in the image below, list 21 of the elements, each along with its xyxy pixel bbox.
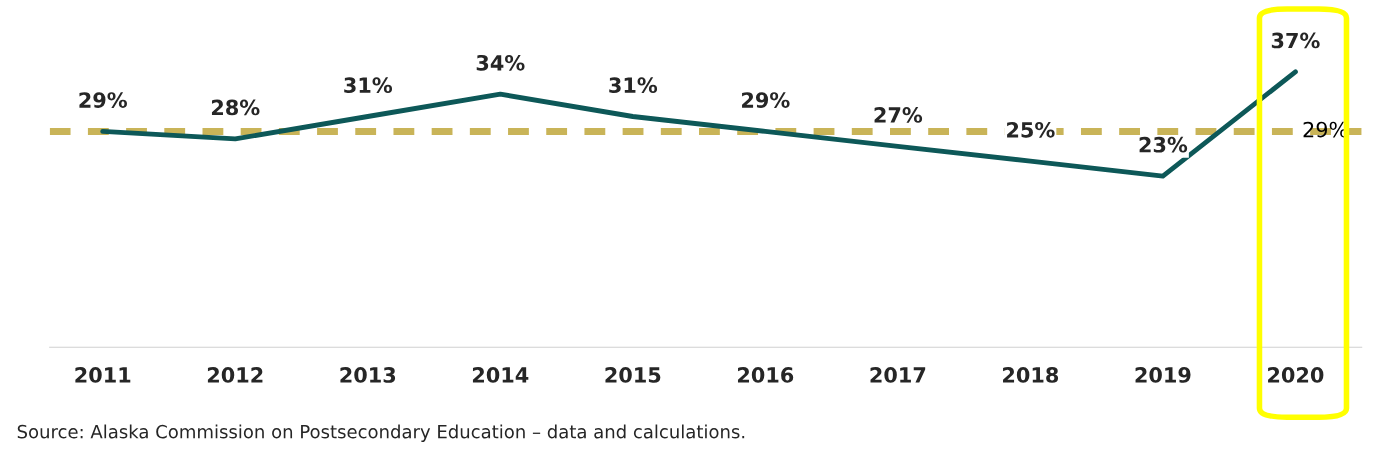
data-label: 27% [874, 107, 923, 123]
x-tick-label: 2014 [472, 367, 529, 383]
data-label: 37% [1271, 32, 1320, 49]
x-tick-label: 2016 [737, 367, 794, 383]
x-tick-label: 2018 [1003, 367, 1059, 383]
data-label: 29% [79, 92, 127, 108]
data-label: 25% [1007, 121, 1055, 138]
x-tick-label: 2015 [605, 367, 661, 383]
source-note: Source: Alaska Commission on Postsecondary Education – data and calculations. [17, 424, 745, 442]
x-tick-label: 2011 [75, 367, 131, 383]
data-label: 31% [344, 77, 393, 94]
data-label: 34% [476, 54, 525, 71]
x-tick-label: 2017 [870, 367, 926, 383]
x-tick-label: 2013 [340, 367, 396, 383]
data-label: 31% [609, 77, 658, 94]
data-label: 28% [211, 99, 260, 116]
x-tick-label: 2019 [1135, 367, 1191, 383]
x-tick-label: 2012 [207, 367, 263, 383]
data-label: 29% [742, 92, 790, 108]
x-tick-label: 2020 [1268, 367, 1324, 383]
data-label: 23% [1139, 136, 1188, 153]
